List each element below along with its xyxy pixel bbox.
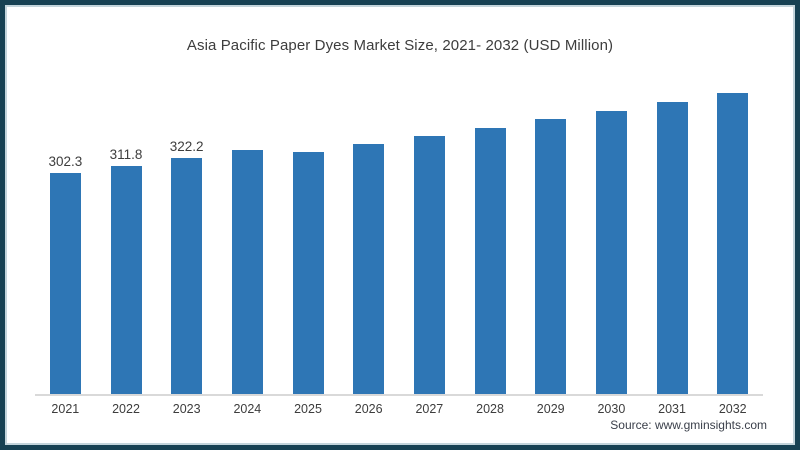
bar-column-2021: 302.3 — [35, 154, 96, 394]
x-tick-2026: 2026 — [354, 402, 383, 416]
x-axis-line — [35, 394, 763, 396]
bar-column-2032 — [702, 93, 763, 394]
x-tick-2025: 2025 — [294, 402, 322, 416]
x-tick-2032: 2032 — [718, 402, 747, 416]
x-axis-ticks: 2021 2022 2023 2024 2025 2026 2027 2028 2029 2030… — [35, 396, 763, 416]
bar-value-label-2021: 302.3 — [48, 154, 83, 169]
x-tick-2027: 2027 — [415, 402, 444, 416]
bar-column-2025 — [278, 152, 339, 394]
bar-2030 — [595, 111, 627, 394]
bar-2031 — [656, 102, 688, 394]
bar-2032 — [717, 93, 749, 394]
bar-column-2030 — [581, 111, 642, 394]
x-tick-2031: 2031 — [658, 402, 686, 416]
x-tick-2022: 2022 — [112, 402, 140, 416]
bar-column-2029 — [520, 119, 581, 394]
x-tick-2024: 2024 — [233, 402, 262, 416]
bars-container: 302.3 311.8 322.2 — [35, 82, 763, 394]
bar-value-label-2023: 322.2 — [169, 139, 204, 154]
bar-2023 — [171, 158, 203, 394]
bar-column-2024 — [217, 150, 278, 394]
bar-column-2031 — [642, 102, 703, 394]
bar-value-label-2022: 311.8 — [109, 147, 143, 162]
bar-2022 — [110, 166, 142, 394]
x-tick-2030: 2030 — [597, 402, 626, 416]
bar-column-2027 — [399, 136, 460, 394]
x-tick-2028: 2028 — [476, 402, 504, 416]
source-attribution: Source: www.gminsights.com — [610, 418, 767, 432]
x-tick-2021: 2021 — [51, 402, 80, 416]
bar-column-2022: 311.8 — [96, 147, 157, 394]
plot-area: 302.3 311.8 322.2 2021 2022 2023 2024 2025 2026… — [35, 82, 763, 416]
bar-2026 — [353, 144, 385, 394]
x-tick-2029: 2029 — [536, 402, 565, 416]
bar-2027 — [413, 136, 445, 394]
bar-column-2026 — [338, 144, 399, 394]
bar-2028 — [474, 128, 506, 394]
bar-2029 — [535, 119, 567, 394]
bar-2025 — [292, 152, 324, 394]
bar-column-2023: 322.2 — [156, 139, 217, 394]
chart-canvas: Asia Pacific Paper Dyes Market Size, 202… — [5, 5, 795, 445]
bar-column-2028 — [460, 128, 521, 394]
chart-title: Asia Pacific Paper Dyes Market Size, 202… — [186, 37, 614, 54]
bar-2021 — [49, 173, 81, 394]
x-tick-2023: 2023 — [172, 402, 201, 416]
bar-2024 — [231, 150, 263, 394]
